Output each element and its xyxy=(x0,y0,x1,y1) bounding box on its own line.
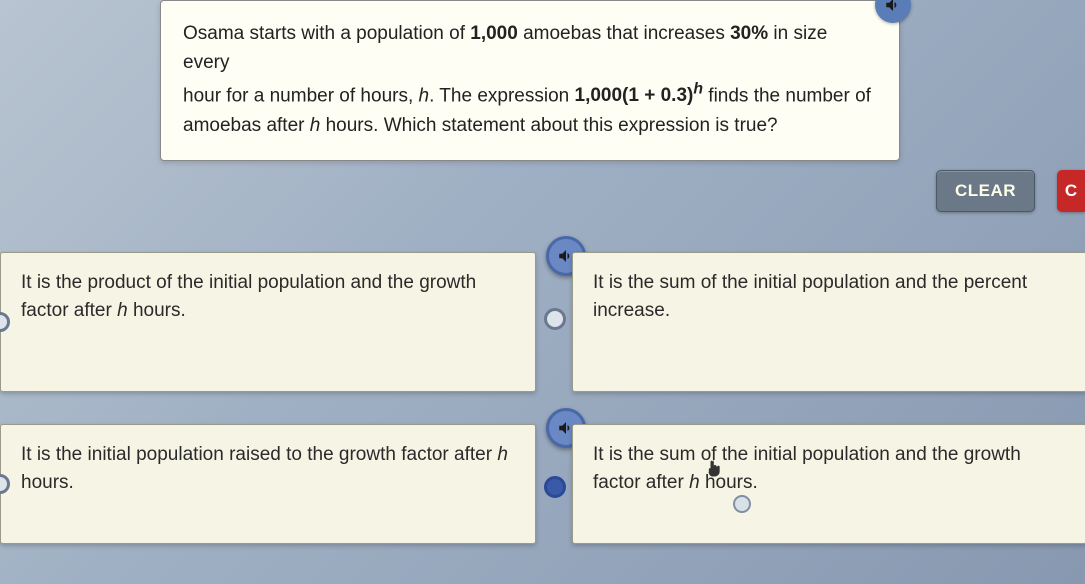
option-a-text: It is the product of the initial populat… xyxy=(21,272,476,321)
check-button[interactable]: C xyxy=(1057,170,1085,212)
option-d-card[interactable]: It is the sum of the initial population … xyxy=(572,424,1085,544)
option-c-wrap: It is the initial population raised to t… xyxy=(0,424,572,544)
question-card: Osama starts with a population of 1,000 … xyxy=(160,0,900,161)
question-text: Osama starts with a population of 1,000 … xyxy=(183,23,871,136)
option-c-card[interactable]: It is the initial population raised to t… xyxy=(0,424,536,544)
option-b-card[interactable]: It is the sum of the initial population … xyxy=(572,252,1085,392)
option-d-wrap: It is the sum of the initial population … xyxy=(572,424,1085,544)
clear-button[interactable]: CLEAR xyxy=(936,170,1035,212)
option-b-wrap: It is the sum of the initial population … xyxy=(572,252,1085,392)
option-b-radio[interactable] xyxy=(544,308,566,330)
option-d-text: It is the sum of the initial population … xyxy=(593,444,1021,493)
option-b-text: It is the sum of the initial population … xyxy=(593,272,1027,321)
option-c-text: It is the initial population raised to t… xyxy=(21,444,508,493)
option-d-radio[interactable] xyxy=(544,476,566,498)
cursor-icon xyxy=(703,457,723,481)
option-a-card[interactable]: It is the product of the initial populat… xyxy=(0,252,536,392)
options-grid: It is the product of the initial populat… xyxy=(0,252,1085,544)
speaker-icon[interactable] xyxy=(875,0,911,23)
option-d-inner-radio[interactable] xyxy=(733,495,751,513)
option-a-wrap: It is the product of the initial populat… xyxy=(0,252,572,392)
